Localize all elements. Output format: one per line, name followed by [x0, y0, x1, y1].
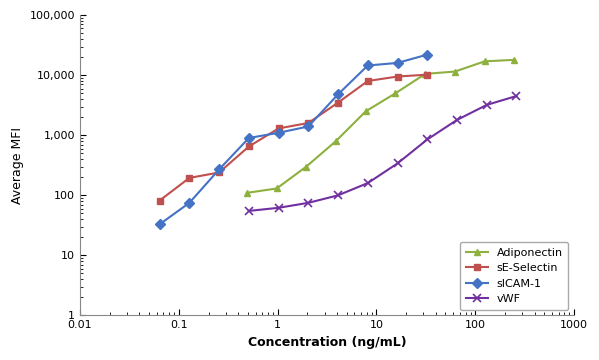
sICAM-1 — [305, 124, 312, 129]
Adiponectin — [273, 186, 280, 191]
Line: vWF: vWF — [244, 92, 521, 215]
vWF — [334, 193, 341, 198]
Legend: Adiponectin, sE-Selectin, sICAM-1, vWF: Adiponectin, sE-Selectin, sICAM-1, vWF — [460, 242, 568, 310]
X-axis label: Concentration (ng/mL): Concentration (ng/mL) — [247, 336, 406, 349]
vWF — [275, 206, 282, 210]
sICAM-1 — [156, 222, 164, 226]
sICAM-1 — [423, 53, 431, 57]
sICAM-1 — [364, 63, 371, 68]
Line: sICAM-1: sICAM-1 — [156, 51, 431, 228]
vWF — [483, 103, 491, 107]
sE-Selectin — [216, 170, 223, 175]
Adiponectin — [302, 165, 310, 169]
vWF — [394, 161, 401, 166]
sE-Selectin — [364, 79, 371, 83]
sICAM-1 — [245, 136, 252, 140]
vWF — [305, 201, 312, 205]
vWF — [423, 137, 431, 141]
Y-axis label: Average MFI: Average MFI — [11, 127, 24, 204]
Adiponectin — [481, 59, 488, 63]
Line: Adiponectin: Adiponectin — [244, 57, 518, 196]
Adiponectin — [362, 109, 369, 113]
Adiponectin — [452, 69, 459, 74]
sE-Selectin — [156, 198, 164, 203]
Adiponectin — [243, 191, 250, 195]
sE-Selectin — [423, 72, 431, 77]
vWF — [513, 94, 520, 98]
sE-Selectin — [334, 100, 341, 105]
sICAM-1 — [275, 131, 282, 135]
sICAM-1 — [186, 201, 193, 205]
sE-Selectin — [394, 75, 401, 79]
sICAM-1 — [394, 61, 401, 65]
vWF — [453, 118, 461, 122]
vWF — [245, 209, 252, 213]
Adiponectin — [332, 139, 340, 143]
Adiponectin — [511, 58, 518, 62]
sICAM-1 — [334, 92, 341, 96]
vWF — [364, 181, 371, 185]
sE-Selectin — [275, 126, 282, 131]
sICAM-1 — [216, 167, 223, 172]
Adiponectin — [422, 72, 429, 76]
Adiponectin — [392, 91, 399, 95]
sE-Selectin — [245, 144, 252, 149]
Line: sE-Selectin: sE-Selectin — [156, 71, 431, 204]
sE-Selectin — [186, 176, 193, 180]
sE-Selectin — [305, 121, 312, 125]
